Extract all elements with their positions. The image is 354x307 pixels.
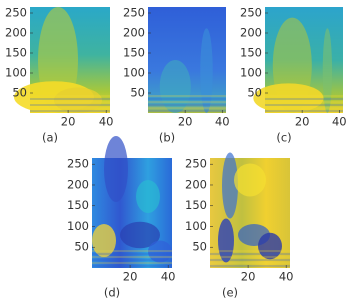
y-tick-label: 100 <box>5 66 27 80</box>
x-tick-label: 20 <box>123 270 138 284</box>
x-tick-label: 20 <box>178 115 193 129</box>
y-tick-label: 200 <box>185 177 207 191</box>
y-tick-label: 150 <box>185 198 207 212</box>
spectrogram-region <box>104 136 128 202</box>
y-tick-label: 250 <box>5 6 27 20</box>
x-tick-label: 40 <box>332 115 347 129</box>
spectrogram-region <box>54 87 102 113</box>
spectrogram-region <box>159 60 191 113</box>
spectrogram-region <box>120 221 160 249</box>
y-tick-label: 150 <box>123 46 145 60</box>
y-tick-label: 200 <box>5 26 27 40</box>
spectrogram-region <box>136 180 160 213</box>
y-tick-label: 100 <box>185 219 207 233</box>
spectrogram-region <box>92 224 116 257</box>
y-tick-label: 250 <box>67 157 89 171</box>
y-tick-label: 50 <box>247 86 262 100</box>
y-tick-label: 50 <box>74 240 89 254</box>
spectrogram-region <box>218 218 234 263</box>
y-tick-label: 150 <box>67 198 89 212</box>
y-tick-label: 150 <box>5 46 27 60</box>
y-tick-label: 100 <box>240 66 262 80</box>
spectrogram-region <box>258 232 282 260</box>
y-tick-label: 250 <box>240 6 262 20</box>
y-tick-label: 250 <box>123 6 145 20</box>
spectrogram-region <box>222 152 238 219</box>
y-tick-label: 50 <box>192 240 207 254</box>
panel-caption: (c) <box>276 131 291 145</box>
spectrogram-region <box>322 28 333 113</box>
y-tick-label: 250 <box>185 157 207 171</box>
x-tick-label: 20 <box>241 270 256 284</box>
panel-caption: (b) <box>159 131 175 145</box>
x-tick-label: 40 <box>161 270 176 284</box>
y-tick-label: 50 <box>130 86 145 100</box>
panel-caption: (e) <box>222 286 238 300</box>
y-tick-label: 200 <box>123 26 145 40</box>
x-tick-label: 40 <box>279 270 294 284</box>
y-tick-label: 200 <box>240 26 262 40</box>
x-tick-label: 40 <box>99 115 114 129</box>
spectrogram-region <box>234 163 266 197</box>
x-tick-label: 40 <box>215 115 230 129</box>
panel-caption: (d) <box>104 286 120 300</box>
panel-caption: (a) <box>42 131 58 145</box>
spectrogram-region <box>253 83 324 114</box>
spectrogram-region <box>200 28 213 113</box>
y-tick-label: 100 <box>123 66 145 80</box>
y-tick-label: 50 <box>12 86 27 100</box>
y-tick-label: 100 <box>67 219 89 233</box>
y-tick-label: 150 <box>240 46 262 60</box>
y-tick-label: 200 <box>67 177 89 191</box>
x-tick-label: 20 <box>61 115 76 129</box>
x-tick-label: 20 <box>295 115 310 129</box>
